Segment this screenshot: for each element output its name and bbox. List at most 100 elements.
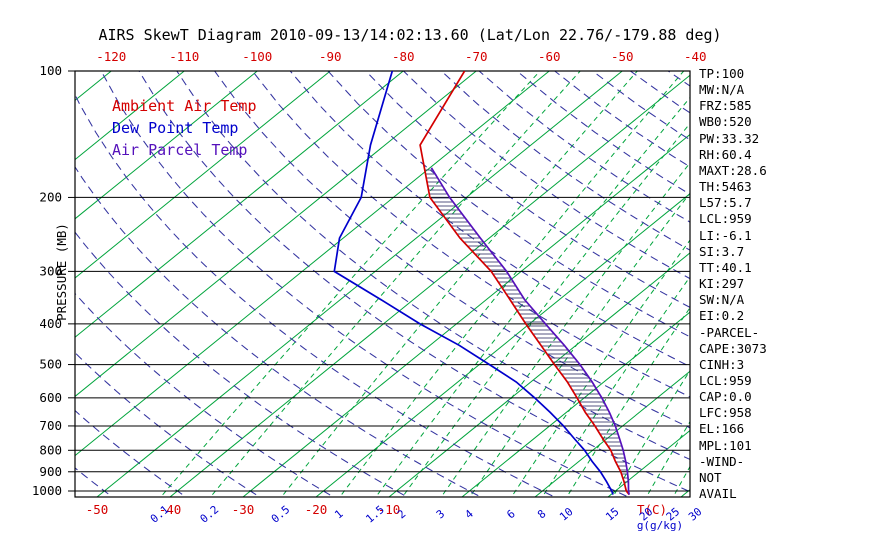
mixing-ratio-tick-label: 6 xyxy=(504,507,517,521)
stat-line: TP:100 xyxy=(699,66,745,81)
pressure-tick-label: 500 xyxy=(39,357,62,372)
dry-adiabat-line xyxy=(289,71,690,368)
top-temp-tick-label: -40 xyxy=(684,49,707,64)
stat-line: PW:33.32 xyxy=(699,130,760,146)
stat-line: EL:166 xyxy=(699,421,745,437)
ambient-air-temp-curve xyxy=(419,71,630,496)
isotherm-line xyxy=(75,71,550,457)
mixing-ratio-tick-label: 1 xyxy=(332,507,345,521)
stat-line: LCL:959 xyxy=(699,372,752,388)
isotherm-line xyxy=(754,71,870,497)
sounding-layer xyxy=(333,71,631,496)
dry-adiabat-line xyxy=(214,71,690,429)
pressure-axis-label: PRESSURE (MB) xyxy=(54,223,69,321)
bottom-temp-tick-label: -30 xyxy=(232,502,255,517)
stat-line: MAXT:28.6 xyxy=(699,162,767,178)
top-temp-tick-label: -50 xyxy=(611,49,634,64)
dry-adiabat-line xyxy=(251,71,690,398)
dry-adiabat-line xyxy=(478,71,690,223)
pressure-tick-label: 300 xyxy=(39,263,62,278)
top-temp-tick-label: -80 xyxy=(392,49,415,64)
dew-point-temp-curve xyxy=(333,71,614,495)
isotherm-line xyxy=(461,311,690,497)
stat-line: L57:5.7 xyxy=(699,195,752,211)
stat-line: RH:60.4 xyxy=(699,146,752,162)
stat-line: EI:0.2 xyxy=(699,308,745,324)
isotherm-line xyxy=(75,71,258,220)
stat-line: LI:-6.1 xyxy=(699,227,752,243)
stat-line: CAPE:3073 xyxy=(699,340,767,356)
mixing-ratio-line xyxy=(209,71,581,497)
top-temp-tick-label: -90 xyxy=(319,49,342,64)
stat-line: MW:N/A xyxy=(699,82,745,98)
legend-item: Ambient Air Temp xyxy=(112,97,257,115)
stat-line: AVAIL xyxy=(699,486,737,502)
stat-line: SW:N/A xyxy=(699,292,745,308)
stat-line: TT:40.1 xyxy=(699,259,752,275)
pressure-tick-label: 400 xyxy=(39,316,62,331)
top-temp-tick-label: -120 xyxy=(96,49,126,64)
stat-line: CINH:3 xyxy=(699,356,745,372)
bottom-temp-tick-label: -10 xyxy=(378,502,401,517)
mixing-ratio-tick-label: 0.2 xyxy=(198,503,222,526)
dry-adiabat-line xyxy=(365,71,690,308)
pressure-tick-label: 700 xyxy=(39,418,62,433)
stat-line: SI:3.7 xyxy=(699,243,745,259)
isotherm-line xyxy=(0,71,38,497)
stat-line: NOT xyxy=(699,469,722,485)
cape-hatch-area xyxy=(424,167,629,483)
mixing-ratio-line xyxy=(510,239,690,497)
pressure-tick-label: 900 xyxy=(39,464,62,479)
stat-line: FRZ:585 xyxy=(699,98,752,114)
mixing-ratio-tick-label: 8 xyxy=(535,507,548,521)
top-temp-tick-label: -70 xyxy=(465,49,488,64)
top-temp-tick-label: -100 xyxy=(242,49,272,64)
pressure-tick-label: 600 xyxy=(39,390,62,405)
mixing-ratio-tick-label: 10 xyxy=(557,505,576,523)
isotherm-line xyxy=(75,71,331,279)
dry-adiabat-line xyxy=(403,71,690,280)
stats-panel: TP:100 MW:N/A FRZ:585 WB0:520 PW:33.32 RH:60.… xyxy=(699,66,767,502)
dry-adiabat-line xyxy=(75,165,482,497)
dry-adiabat-line xyxy=(75,231,409,497)
stat-line: WB0:520 xyxy=(699,114,752,130)
top-temp-tick-label: -60 xyxy=(538,49,561,64)
dry-adiabat-line xyxy=(440,71,690,251)
mixing-ratio-tick-label: 2 xyxy=(395,507,408,521)
isotherm-line xyxy=(75,71,404,338)
mixing-ratio-line xyxy=(566,306,690,497)
dry-adiabat-line xyxy=(516,71,690,195)
bottom-temp-tick-label: -40 xyxy=(159,502,182,517)
stat-line: CAP:0.0 xyxy=(699,389,752,405)
isotherm-line xyxy=(75,71,185,161)
bottom-temp-tick-label: -20 xyxy=(305,502,328,517)
stat-line: LCL:959 xyxy=(699,211,752,227)
mixing-ratio-tick-label: 0.5 xyxy=(269,503,293,526)
pressure-tick-label: 1000 xyxy=(32,483,62,498)
isotherm-line xyxy=(75,71,477,398)
pressure-tick-label: 100 xyxy=(39,63,62,78)
temp-unit-label: T(C) xyxy=(637,502,667,517)
dry-adiabat-line xyxy=(327,71,690,338)
stat-line: -PARCEL- xyxy=(699,324,760,340)
plot-border xyxy=(74,70,691,498)
legend-item: Air Parcel Temp xyxy=(112,141,248,159)
pressure-tick-label: 800 xyxy=(39,442,62,457)
legend-item: Dew Point Temp xyxy=(112,119,239,137)
mixing-unit-label: g(g/kg) xyxy=(637,519,683,532)
mixing-ratio-tick-label: 3 xyxy=(434,507,447,521)
air-parcel-temp-curve xyxy=(430,167,631,495)
mixing-ratio-line xyxy=(612,369,690,497)
top-temp-tick-label: -110 xyxy=(169,49,199,64)
stat-line: KI:297 xyxy=(699,276,745,292)
mixing-ratio-line xyxy=(280,71,638,497)
mixing-ratio-tick-label: 4 xyxy=(462,507,476,521)
legend: Ambient Air Temp Dew Point Temp Air Parcel… xyxy=(112,95,257,161)
dry-adiabat-line xyxy=(176,71,690,461)
pressure-tick-label: 200 xyxy=(39,189,62,204)
stat-line: LFC:958 xyxy=(699,405,752,421)
mixing-ratio-tick-label: 30 xyxy=(686,505,705,523)
stat-line: -WIND- xyxy=(699,453,745,469)
mixing-ratio-tick-label: 15 xyxy=(603,505,622,523)
